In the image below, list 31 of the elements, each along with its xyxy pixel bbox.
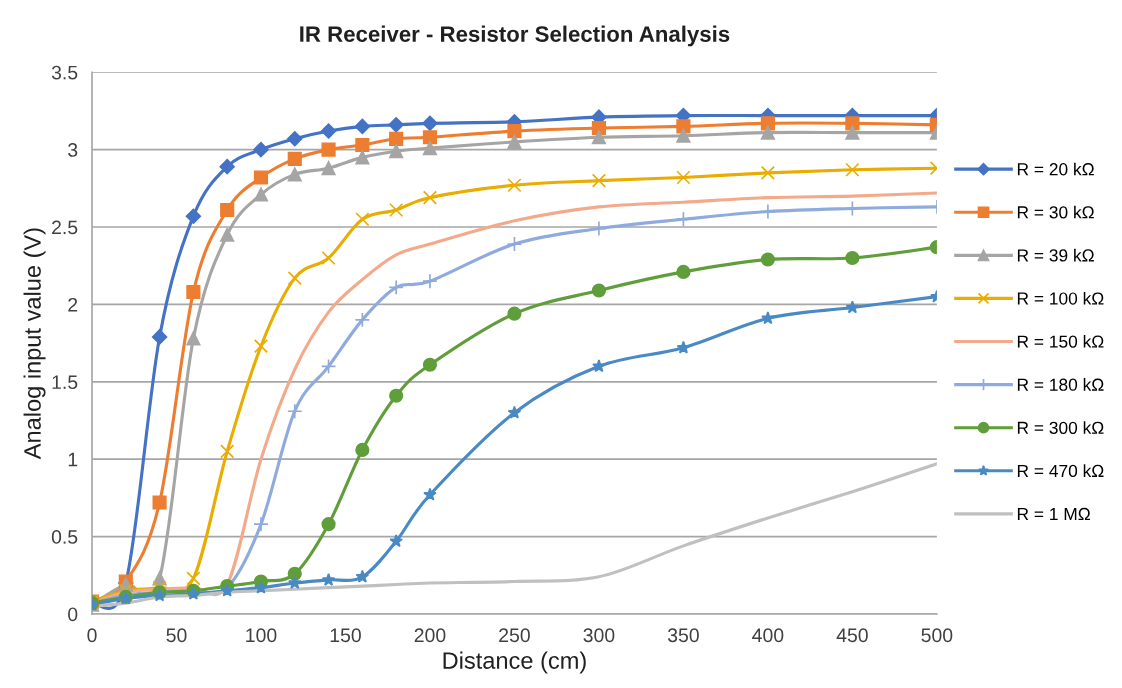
y-tick-label: 0 <box>68 607 78 622</box>
x-axis-title: Distance (cm) <box>443 651 586 674</box>
legend-label: R = 150 kΩ <box>1017 335 1104 348</box>
legend-label: R = 1 MΩ <box>1017 507 1090 520</box>
y-axis-title: Analog input value (V) <box>23 228 46 460</box>
chart-title: IR Receiver - Resistor Selection Analysis <box>300 25 730 47</box>
x-tick-label: 400 <box>752 628 784 643</box>
legend-label: R = 30 kΩ <box>1017 205 1094 219</box>
x-tick-label: 500 <box>921 628 953 643</box>
x-tick-label: 150 <box>330 628 361 643</box>
y-tick-label: 2.5 <box>52 220 78 235</box>
legend-label: R = 180 kΩ <box>1017 378 1104 391</box>
legend-label: R = 300 kΩ <box>1017 421 1104 434</box>
x-tick-label: 300 <box>583 628 615 643</box>
x-tick-label: 200 <box>414 628 446 643</box>
y-tick-label: 1.5 <box>52 375 78 390</box>
legend-label: R = 470 kΩ <box>1017 464 1104 478</box>
y-tick-label: 3.5 <box>51 65 78 80</box>
y-tick-label: 2 <box>68 297 78 312</box>
legend-label: R = 100 kΩ <box>1017 291 1104 305</box>
legend-label: R = 20 kΩ <box>1017 162 1094 176</box>
x-tick-label: 50 <box>166 628 187 643</box>
y-tick-label: 1 <box>68 452 78 467</box>
legend-label: R = 39 kΩ <box>1017 248 1094 262</box>
x-tick-label: 450 <box>836 628 868 643</box>
x-tick-label: 0 <box>87 628 97 643</box>
x-tick-label: 100 <box>246 628 277 643</box>
y-tick-label: 3 <box>68 143 78 157</box>
y-tick-label: 0.5 <box>51 530 78 544</box>
x-tick-label: 350 <box>667 628 699 643</box>
x-tick-label: 250 <box>499 628 530 643</box>
